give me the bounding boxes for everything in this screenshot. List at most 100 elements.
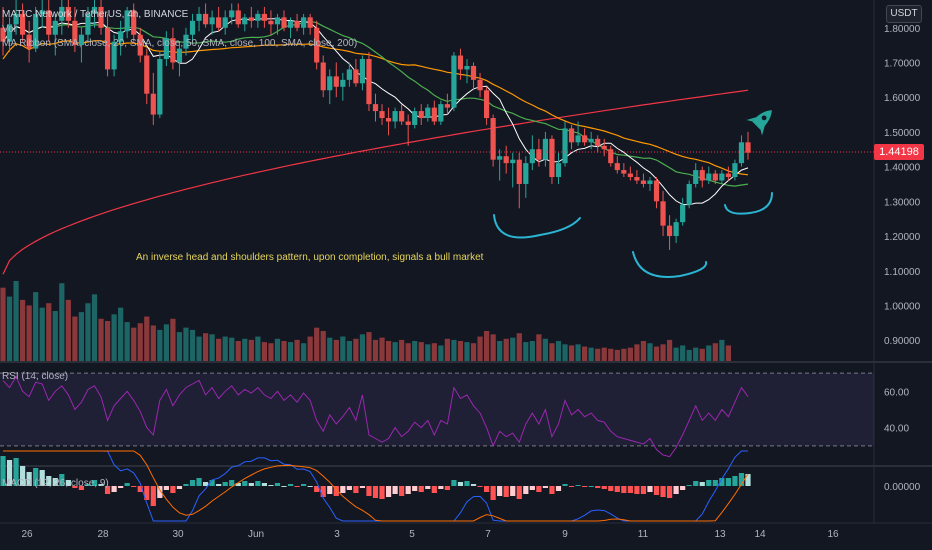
macd-histogram-bar (307, 486, 313, 487)
candle-body (647, 180, 653, 184)
volume-bar (163, 324, 169, 361)
volume-bar (52, 311, 58, 361)
symbol-title: MATIC Network / TetherUS, 4h, BINANCE (2, 9, 189, 20)
macd-histogram-bar (170, 486, 176, 493)
volume-bar (255, 336, 261, 361)
macd-histogram-bar (379, 486, 385, 499)
volume-bar (510, 337, 516, 361)
macd-histogram-bar (529, 486, 535, 490)
candle-body (595, 138, 601, 146)
candle-body (340, 79, 346, 87)
macd-histogram-bar (340, 486, 346, 493)
candle-body (510, 159, 516, 164)
volume-bar (170, 318, 176, 361)
volume-bar (183, 327, 189, 361)
volume-bar (608, 348, 614, 361)
candle-body (523, 163, 529, 184)
volume-bar (59, 283, 65, 361)
volume-bar (301, 343, 307, 361)
macd-histogram-bar (666, 486, 673, 498)
rsi-legend: RSI (14, close) (2, 371, 69, 382)
macd-histogram-bar (20, 466, 26, 486)
volume-bar (536, 334, 542, 361)
macd-histogram-bar (59, 474, 65, 486)
volume-bar (634, 344, 640, 361)
candle-body (536, 149, 542, 160)
candle-body (320, 62, 326, 91)
candle-body (78, 34, 85, 46)
time-tick-label: 3 (334, 529, 340, 540)
macd-histogram-bar (189, 480, 196, 486)
macd-histogram-bar (202, 482, 209, 486)
price-tick-label: 1.10000 (884, 267, 921, 278)
volume-bar (614, 349, 620, 361)
candle-body (699, 170, 705, 181)
volume-bar (464, 342, 470, 361)
macd-histogram-bar (385, 486, 392, 497)
volume-bar (314, 327, 320, 361)
macd-histogram-bar (680, 486, 686, 490)
candle-body (196, 13, 202, 21)
volume-bar (399, 339, 405, 361)
volume-bar (131, 327, 137, 361)
macd-histogram-bar (399, 486, 405, 496)
candle-body (392, 111, 398, 122)
macd-histogram-bar (412, 486, 418, 491)
macd-histogram-bar (144, 486, 150, 500)
volume-bar (385, 341, 392, 361)
candle-body (640, 180, 647, 184)
time-tick-label: Jun (248, 529, 264, 540)
candle-body (333, 76, 339, 87)
candle-body (301, 17, 307, 28)
ma-ribbon-legend: MA Ribbon (SMA, close, 20, SMA, close, 5… (2, 38, 358, 49)
volume-bar (392, 342, 398, 361)
candle-body (425, 107, 431, 119)
rsi-tick-label: 60.00 (884, 387, 909, 398)
volume-bar (640, 341, 647, 361)
macd-histogram-bar (614, 486, 620, 492)
candle-body (104, 27, 111, 70)
volume-bar (150, 325, 156, 361)
macd-histogram-bar (13, 458, 19, 486)
macd-histogram-bar (568, 486, 575, 487)
volume-bar (686, 349, 692, 361)
volume-bar (157, 329, 163, 361)
macd-histogram-bar (261, 483, 268, 486)
candle-body (516, 159, 522, 184)
volume-bar (72, 316, 78, 361)
volume-bar (359, 334, 366, 361)
macd-histogram-bar (111, 486, 117, 492)
candle-body (39, 10, 45, 14)
volume-bar (6, 296, 13, 361)
candle-body (418, 111, 424, 119)
candle-body (287, 20, 294, 28)
macd-histogram-bar (33, 468, 39, 486)
volume-bar (294, 339, 300, 361)
volume-bar (529, 341, 535, 361)
candle-body (431, 107, 437, 122)
time-tick-label: 9 (562, 529, 568, 540)
candle-body (621, 170, 627, 174)
volume-bar (621, 348, 627, 361)
last-price-tag: 1.44198 (874, 144, 924, 161)
volume-bar (281, 341, 287, 361)
price-tick-label: 1.70000 (884, 58, 921, 69)
volume-bar (124, 322, 130, 361)
currency-button[interactable]: USDT (886, 5, 922, 23)
macd-tick-label: 0.00000 (884, 482, 921, 493)
time-tick-label: 5 (409, 529, 415, 540)
candle-body (209, 17, 215, 25)
macd-histogram-bar (163, 486, 169, 490)
macd-histogram-bar (575, 485, 581, 486)
macd-histogram-bar (438, 486, 444, 489)
price-tick-label: 1.80000 (884, 24, 921, 35)
macd-histogram-bar (647, 486, 653, 492)
macd-histogram-bar (137, 486, 143, 492)
candle-body (725, 173, 731, 178)
candle-body (653, 180, 660, 202)
macd-histogram-bar (235, 483, 241, 486)
macd-histogram-bar (327, 486, 333, 494)
candle-body (627, 173, 633, 178)
volume-bar (333, 339, 339, 361)
